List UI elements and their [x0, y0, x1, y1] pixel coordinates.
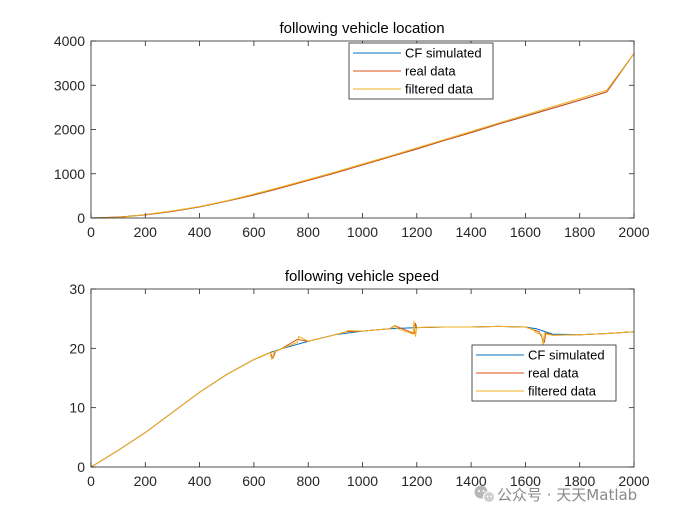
speed-chart-title: following vehicle speed: [285, 268, 439, 285]
location-x-tick-label: 200: [134, 224, 158, 240]
watermark-text: 公众号 · 天天Matlab: [497, 486, 637, 504]
location-x-tick-label: 1000: [347, 224, 378, 240]
location-legend-label: CF simulated: [405, 46, 482, 61]
wechat-icon: [474, 485, 495, 503]
speed-x-tick-label: 1200: [401, 473, 432, 489]
speed-axes: following vehicle speed 0 200 400 600 800 100…: [69, 268, 649, 489]
speed-x-tick-label: 1800: [564, 473, 595, 489]
speed-x-tick-label: 1400: [456, 473, 487, 489]
location-ticks-group: 0 200 400 600 800 1000 1200 1400 1600 1800 2000 0 10…: [54, 33, 650, 240]
location-x-tick-label: 1600: [510, 224, 541, 240]
speed-x-tick-label: 0: [87, 473, 95, 489]
speed-series-group: [90, 320, 635, 468]
location-x-tick-label: 2000: [618, 224, 649, 240]
location-x-tick-label: 800: [297, 224, 321, 240]
location-axes: following vehicle location 0 200 400 600 800…: [54, 20, 650, 240]
speed-legend: CF simulated real data filtered data: [471, 344, 617, 402]
location-series-group: [90, 53, 635, 219]
location-y-tick-label: 3000: [54, 77, 85, 93]
speed-legend-label: filtered data: [528, 384, 597, 399]
location-legend-label: filtered data: [405, 82, 474, 97]
location-chart-title: following vehicle location: [279, 20, 444, 37]
speed-y-tick-label: 30: [69, 281, 85, 297]
location-x-tick-label: 0: [87, 224, 95, 240]
location-legend-label: real data: [405, 64, 456, 79]
speed-y-tick-label: 10: [69, 400, 85, 416]
location-y-tick-label: 4000: [54, 33, 85, 49]
speed-series-filtered-data: [90, 320, 635, 468]
speed-y-tick-label: 20: [69, 340, 85, 356]
location-y-tick-label: 0: [77, 210, 85, 226]
speed-x-tick-label: 2000: [618, 473, 649, 489]
location-series-filtered-data: [90, 53, 635, 219]
location-x-tick-label: 1400: [456, 224, 487, 240]
speed-y-tick-label: 0: [77, 459, 85, 475]
speed-x-tick-label: 800: [297, 473, 321, 489]
location-x-tick-label: 400: [188, 224, 212, 240]
location-x-tick-label: 1800: [564, 224, 595, 240]
speed-x-tick-label: 1600: [510, 473, 541, 489]
watermark: 公众号 · 天天Matlab: [474, 485, 637, 504]
speed-x-tick-label: 1000: [347, 473, 378, 489]
location-y-tick-label: 2000: [54, 122, 85, 138]
speed-legend-label: real data: [528, 366, 579, 381]
speed-x-tick-label: 600: [242, 473, 266, 489]
location-legend: CF simulated real data filtered data: [348, 42, 494, 100]
location-x-tick-label: 1200: [401, 224, 432, 240]
speed-x-tick-label: 400: [188, 473, 212, 489]
speed-ticks-group: 0 200 400 600 800 1000 1200 1400 1600 1800 2000 0 10…: [69, 281, 649, 489]
speed-legend-label: CF simulated: [528, 348, 605, 363]
location-y-tick-label: 1000: [54, 166, 85, 182]
location-x-tick-label: 600: [242, 224, 266, 240]
speed-x-tick-label: 200: [134, 473, 158, 489]
